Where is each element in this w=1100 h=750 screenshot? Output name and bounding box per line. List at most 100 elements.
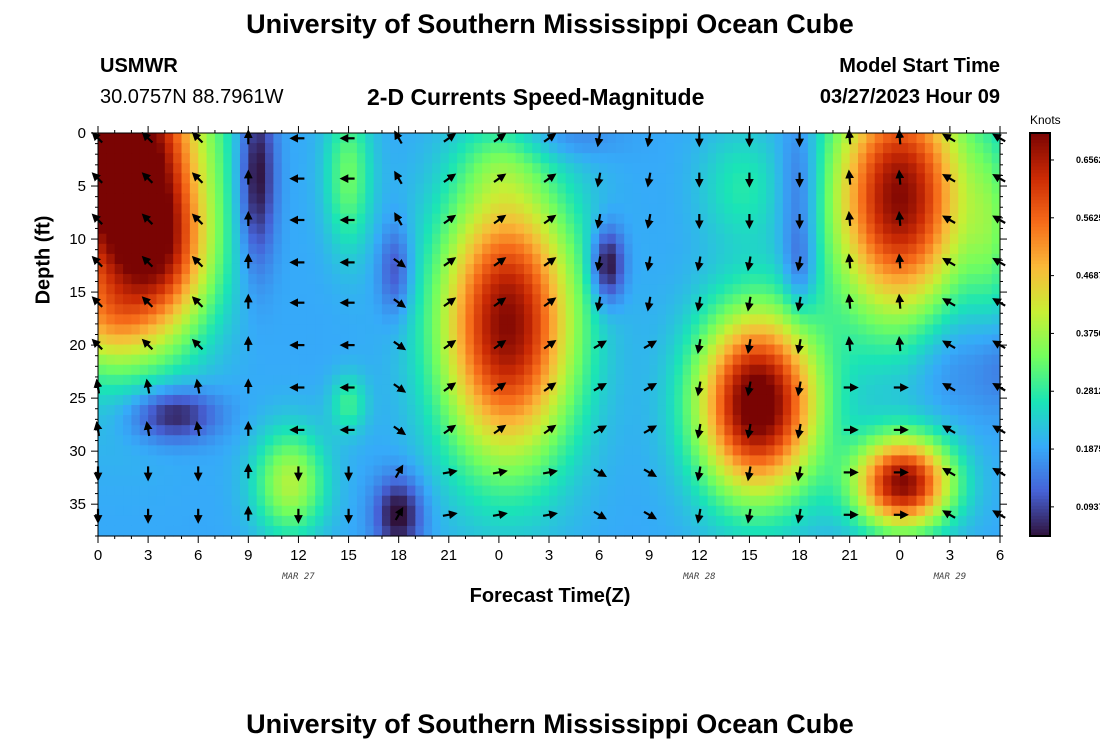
current-arrow <box>644 132 654 148</box>
current-arrow <box>542 510 558 520</box>
current-arrow <box>442 510 458 520</box>
x-tick-label: 9 <box>244 547 252 564</box>
colorbar-frame <box>1029 132 1051 537</box>
current-arrow <box>493 133 507 143</box>
colorbar-tick-label: 0.18750 <box>1076 444 1100 454</box>
current-arrow <box>845 293 855 309</box>
current-arrow <box>942 467 956 477</box>
current-arrow <box>492 510 508 520</box>
current-arrow <box>493 297 507 307</box>
colorbar-tick-label: 0.09375 <box>1076 502 1100 512</box>
colorbar-tick-label: 0.56250 <box>1076 213 1100 223</box>
current-arrow <box>795 466 804 482</box>
current-arrow <box>942 257 956 267</box>
current-arrow <box>542 467 558 477</box>
current-arrow <box>845 336 855 352</box>
current-arrow <box>443 133 457 143</box>
x-tick-label: 21 <box>440 547 457 564</box>
current-arrow <box>795 256 804 272</box>
current-arrow <box>745 466 754 482</box>
current-arrow <box>143 420 153 437</box>
axes: 0 5 10 15 20 25 30 35 0 3 6 9 12 15 18 21 0 3 6 9 12 15 18 21 0 3… <box>69 125 1007 582</box>
current-arrow <box>895 253 905 269</box>
current-arrow <box>795 508 804 524</box>
current-arrow <box>694 466 704 482</box>
current-arrow <box>443 173 457 183</box>
date-label: MAR 27 <box>281 572 315 582</box>
current-arrow <box>644 213 654 229</box>
x-tick-label: 6 <box>595 547 603 564</box>
current-arrow <box>443 339 457 350</box>
x-tick-label: 12 <box>691 547 708 564</box>
current-arrow <box>745 423 754 439</box>
current-arrow <box>593 468 607 477</box>
colorbar: 0.09375 0.18750 0.28125 0.37500 0.46875 0.562… <box>1029 132 1100 537</box>
current-arrow <box>493 214 507 225</box>
current-arrow <box>594 256 604 272</box>
y-tick-label: 30 <box>69 443 86 460</box>
current-arrow <box>543 382 557 392</box>
current-arrow <box>393 258 407 268</box>
x-tick-label: 12 <box>290 547 307 564</box>
y-tick-label: 15 <box>69 284 86 301</box>
current-arrow <box>193 420 203 437</box>
current-arrow <box>191 255 204 268</box>
y-axis-label: Depth (ft) <box>32 215 55 305</box>
current-arrow <box>543 257 557 267</box>
current-arrow <box>493 257 507 267</box>
current-arrow <box>594 172 604 188</box>
current-arrow <box>593 510 607 520</box>
current-arrow <box>845 129 855 145</box>
date-label: MAR 28 <box>682 572 716 582</box>
x-tick-label: 21 <box>841 547 858 564</box>
y-tick-label: 10 <box>69 231 86 248</box>
current-arrow <box>443 257 457 267</box>
x-tick-label: 3 <box>545 547 553 564</box>
x-tick-label: 0 <box>495 547 503 564</box>
current-arrow <box>141 131 154 144</box>
current-arrow <box>141 338 154 351</box>
current-arrow <box>593 425 607 434</box>
x-tick-label: 3 <box>144 547 152 564</box>
footer-title: University of Southern Mississippi Ocean… <box>246 709 854 739</box>
current-arrow <box>191 131 204 144</box>
model-start-value: 03/27/2023 Hour 09 <box>819 86 1000 108</box>
current-arrow <box>394 506 404 521</box>
current-arrow <box>394 212 403 226</box>
current-arrow <box>543 173 557 183</box>
current-arrow <box>141 172 154 184</box>
y-tick-label: 20 <box>69 337 86 354</box>
x-tick-label: 0 <box>896 547 904 564</box>
x-tick-label: 6 <box>194 547 202 564</box>
current-arrow <box>942 215 956 224</box>
current-arrow <box>443 382 457 392</box>
current-arrow <box>895 210 905 226</box>
current-arrow <box>193 378 203 394</box>
current-arrow <box>493 382 507 392</box>
current-arrow <box>393 425 407 436</box>
x-tick-label: 3 <box>946 547 954 564</box>
current-arrow <box>493 173 507 183</box>
current-arrow <box>393 298 407 308</box>
current-arrow <box>942 510 956 519</box>
current-arrow <box>745 508 754 524</box>
current-arrow <box>895 293 905 309</box>
current-arrow <box>845 210 855 227</box>
current-arrow <box>393 383 407 393</box>
current-arrow <box>141 213 154 225</box>
x-tick-label: 0 <box>94 547 102 564</box>
current-arrow <box>594 132 604 148</box>
current-arrow <box>694 381 704 397</box>
current-arrow <box>643 510 658 520</box>
y-tick-label: 0 <box>78 125 86 142</box>
current-arrow <box>191 296 204 308</box>
model-start-label: Model Start Time <box>839 55 1000 77</box>
current-arrow <box>644 172 654 188</box>
current-arrow <box>643 425 658 434</box>
plot-subtitle: 2-D Currents Speed-Magnitude <box>367 84 705 110</box>
date-label: MAR 29 <box>933 572 967 582</box>
y-tick-label: 35 <box>69 496 86 513</box>
current-arrow <box>543 297 557 307</box>
current-arrow <box>795 339 804 355</box>
current-arrow <box>644 296 654 312</box>
